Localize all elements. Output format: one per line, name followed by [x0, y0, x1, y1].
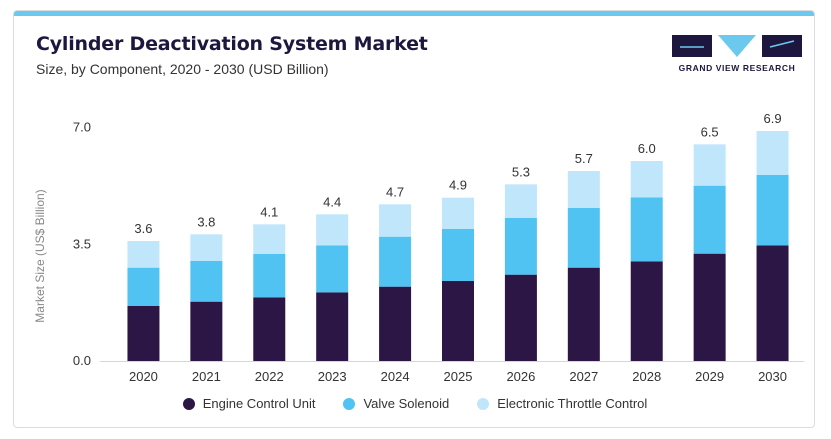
bar-segment-engine-control-unit — [693, 253, 726, 361]
bar-total-label: 6.5 — [701, 124, 719, 139]
legend-label: Electronic Throttle Control — [497, 396, 648, 411]
y-tick-label: 0.0 — [73, 353, 91, 368]
bar-segment-valve-solenoid — [190, 261, 223, 302]
bar-segment-electronic-throttle-control — [756, 131, 789, 175]
bar-segment-valve-solenoid — [504, 218, 537, 275]
bar-total-label: 4.9 — [449, 178, 467, 193]
bar-segment-engine-control-unit — [567, 267, 600, 361]
x-tick-label: 2024 — [381, 369, 410, 384]
chart-subtitle: Size, by Component, 2020 - 2030 (USD Bil… — [36, 61, 329, 77]
logo-block-left — [672, 35, 712, 57]
bar-segment-electronic-throttle-control — [316, 214, 349, 246]
y-tick-label: 3.5 — [73, 236, 91, 251]
bar-total-label: 4.1 — [260, 204, 278, 219]
stacked-bar-chart: 0.0 3.5 7.0 Market Size (US$ Billion) 3.6 202… — [33, 111, 804, 384]
top-accent-bar — [14, 11, 814, 16]
bar-segment-valve-solenoid — [567, 208, 600, 268]
bar-segment-valve-solenoid — [693, 185, 726, 254]
chart-title: Cylinder Deactivation System Market — [36, 33, 428, 55]
bar-segment-valve-solenoid — [630, 197, 663, 262]
x-tick-label: 2030 — [758, 369, 787, 384]
bar-total-label: 3.6 — [134, 221, 152, 236]
bar-segment-electronic-throttle-control — [693, 144, 726, 186]
bar-segment-electronic-throttle-control — [127, 241, 160, 268]
bar-segment-electronic-throttle-control — [190, 234, 223, 261]
grand-view-research-logo: GRAND VIEW RESEARCH — [670, 33, 804, 83]
x-tick-label: 2029 — [695, 369, 724, 384]
bar-segment-engine-control-unit — [504, 274, 537, 361]
legend-swatch-icon — [343, 397, 356, 410]
bar-total-label: 4.7 — [386, 184, 404, 199]
bar-total-label: 6.9 — [764, 111, 782, 126]
legend-label: Engine Control Unit — [202, 396, 316, 411]
bar-segment-electronic-throttle-control — [630, 161, 663, 198]
bar-total-label: 5.7 — [575, 151, 593, 166]
y-tick-label: 7.0 — [73, 120, 91, 135]
bar-segment-engine-control-unit — [253, 297, 286, 361]
bar-segment-valve-solenoid — [379, 236, 412, 287]
logo-triangle — [718, 35, 756, 57]
chart-card: Cylinder Deactivation System Market Size… — [13, 10, 815, 428]
bar-segment-valve-solenoid — [253, 254, 286, 298]
bar-total-label: 5.3 — [512, 164, 530, 179]
x-tick-label: 2020 — [129, 369, 158, 384]
x-tick-label: 2021 — [192, 369, 221, 384]
bar-segment-electronic-throttle-control — [253, 224, 286, 254]
logo-block-right — [762, 35, 802, 57]
bar-segment-engine-control-unit — [190, 301, 223, 361]
bar-segment-valve-solenoid — [316, 245, 349, 293]
bar-segment-valve-solenoid — [756, 175, 789, 246]
x-tick-label: 2026 — [506, 369, 535, 384]
x-tick-label: 2022 — [255, 369, 284, 384]
bar-segment-electronic-throttle-control — [504, 184, 537, 218]
logo-mark-icon — [672, 35, 802, 57]
bar-total-label: 6.0 — [638, 141, 656, 156]
bar-segment-electronic-throttle-control — [442, 197, 474, 229]
bar-total-label: 4.4 — [323, 194, 341, 209]
logo-line-right — [769, 40, 795, 48]
bar-segment-electronic-throttle-control — [379, 204, 412, 237]
legend-item: Valve Solenoid — [343, 396, 449, 411]
bar-segment-engine-control-unit — [316, 292, 349, 361]
chart-legend: Engine Control Unit Valve Solenoid Electro… — [14, 396, 814, 411]
legend-item: Engine Control Unit — [182, 396, 316, 411]
legend-swatch-icon — [477, 397, 490, 410]
bar-segment-engine-control-unit — [442, 281, 474, 361]
bar-segment-engine-control-unit — [379, 286, 412, 361]
bar-segment-valve-solenoid — [127, 267, 160, 306]
x-tick-label: 2023 — [318, 369, 347, 384]
x-tick-label: 2028 — [632, 369, 661, 384]
bar-segment-electronic-throttle-control — [567, 171, 600, 208]
bar-total-label: 3.8 — [197, 214, 215, 229]
legend-label: Valve Solenoid — [363, 396, 450, 411]
legend-swatch-icon — [182, 397, 195, 410]
x-tick-label: 2025 — [444, 369, 473, 384]
y-axis-title: Market Size (US$ Billion) — [33, 189, 47, 322]
legend-item: Electronic Throttle Control — [477, 396, 647, 411]
logo-text: GRAND VIEW RESEARCH — [678, 63, 796, 73]
x-tick-label: 2027 — [569, 369, 598, 384]
bar-segment-valve-solenoid — [442, 229, 474, 281]
bar-segment-engine-control-unit — [756, 245, 789, 361]
bar-segment-engine-control-unit — [630, 261, 663, 361]
bar-segment-engine-control-unit — [127, 306, 160, 361]
